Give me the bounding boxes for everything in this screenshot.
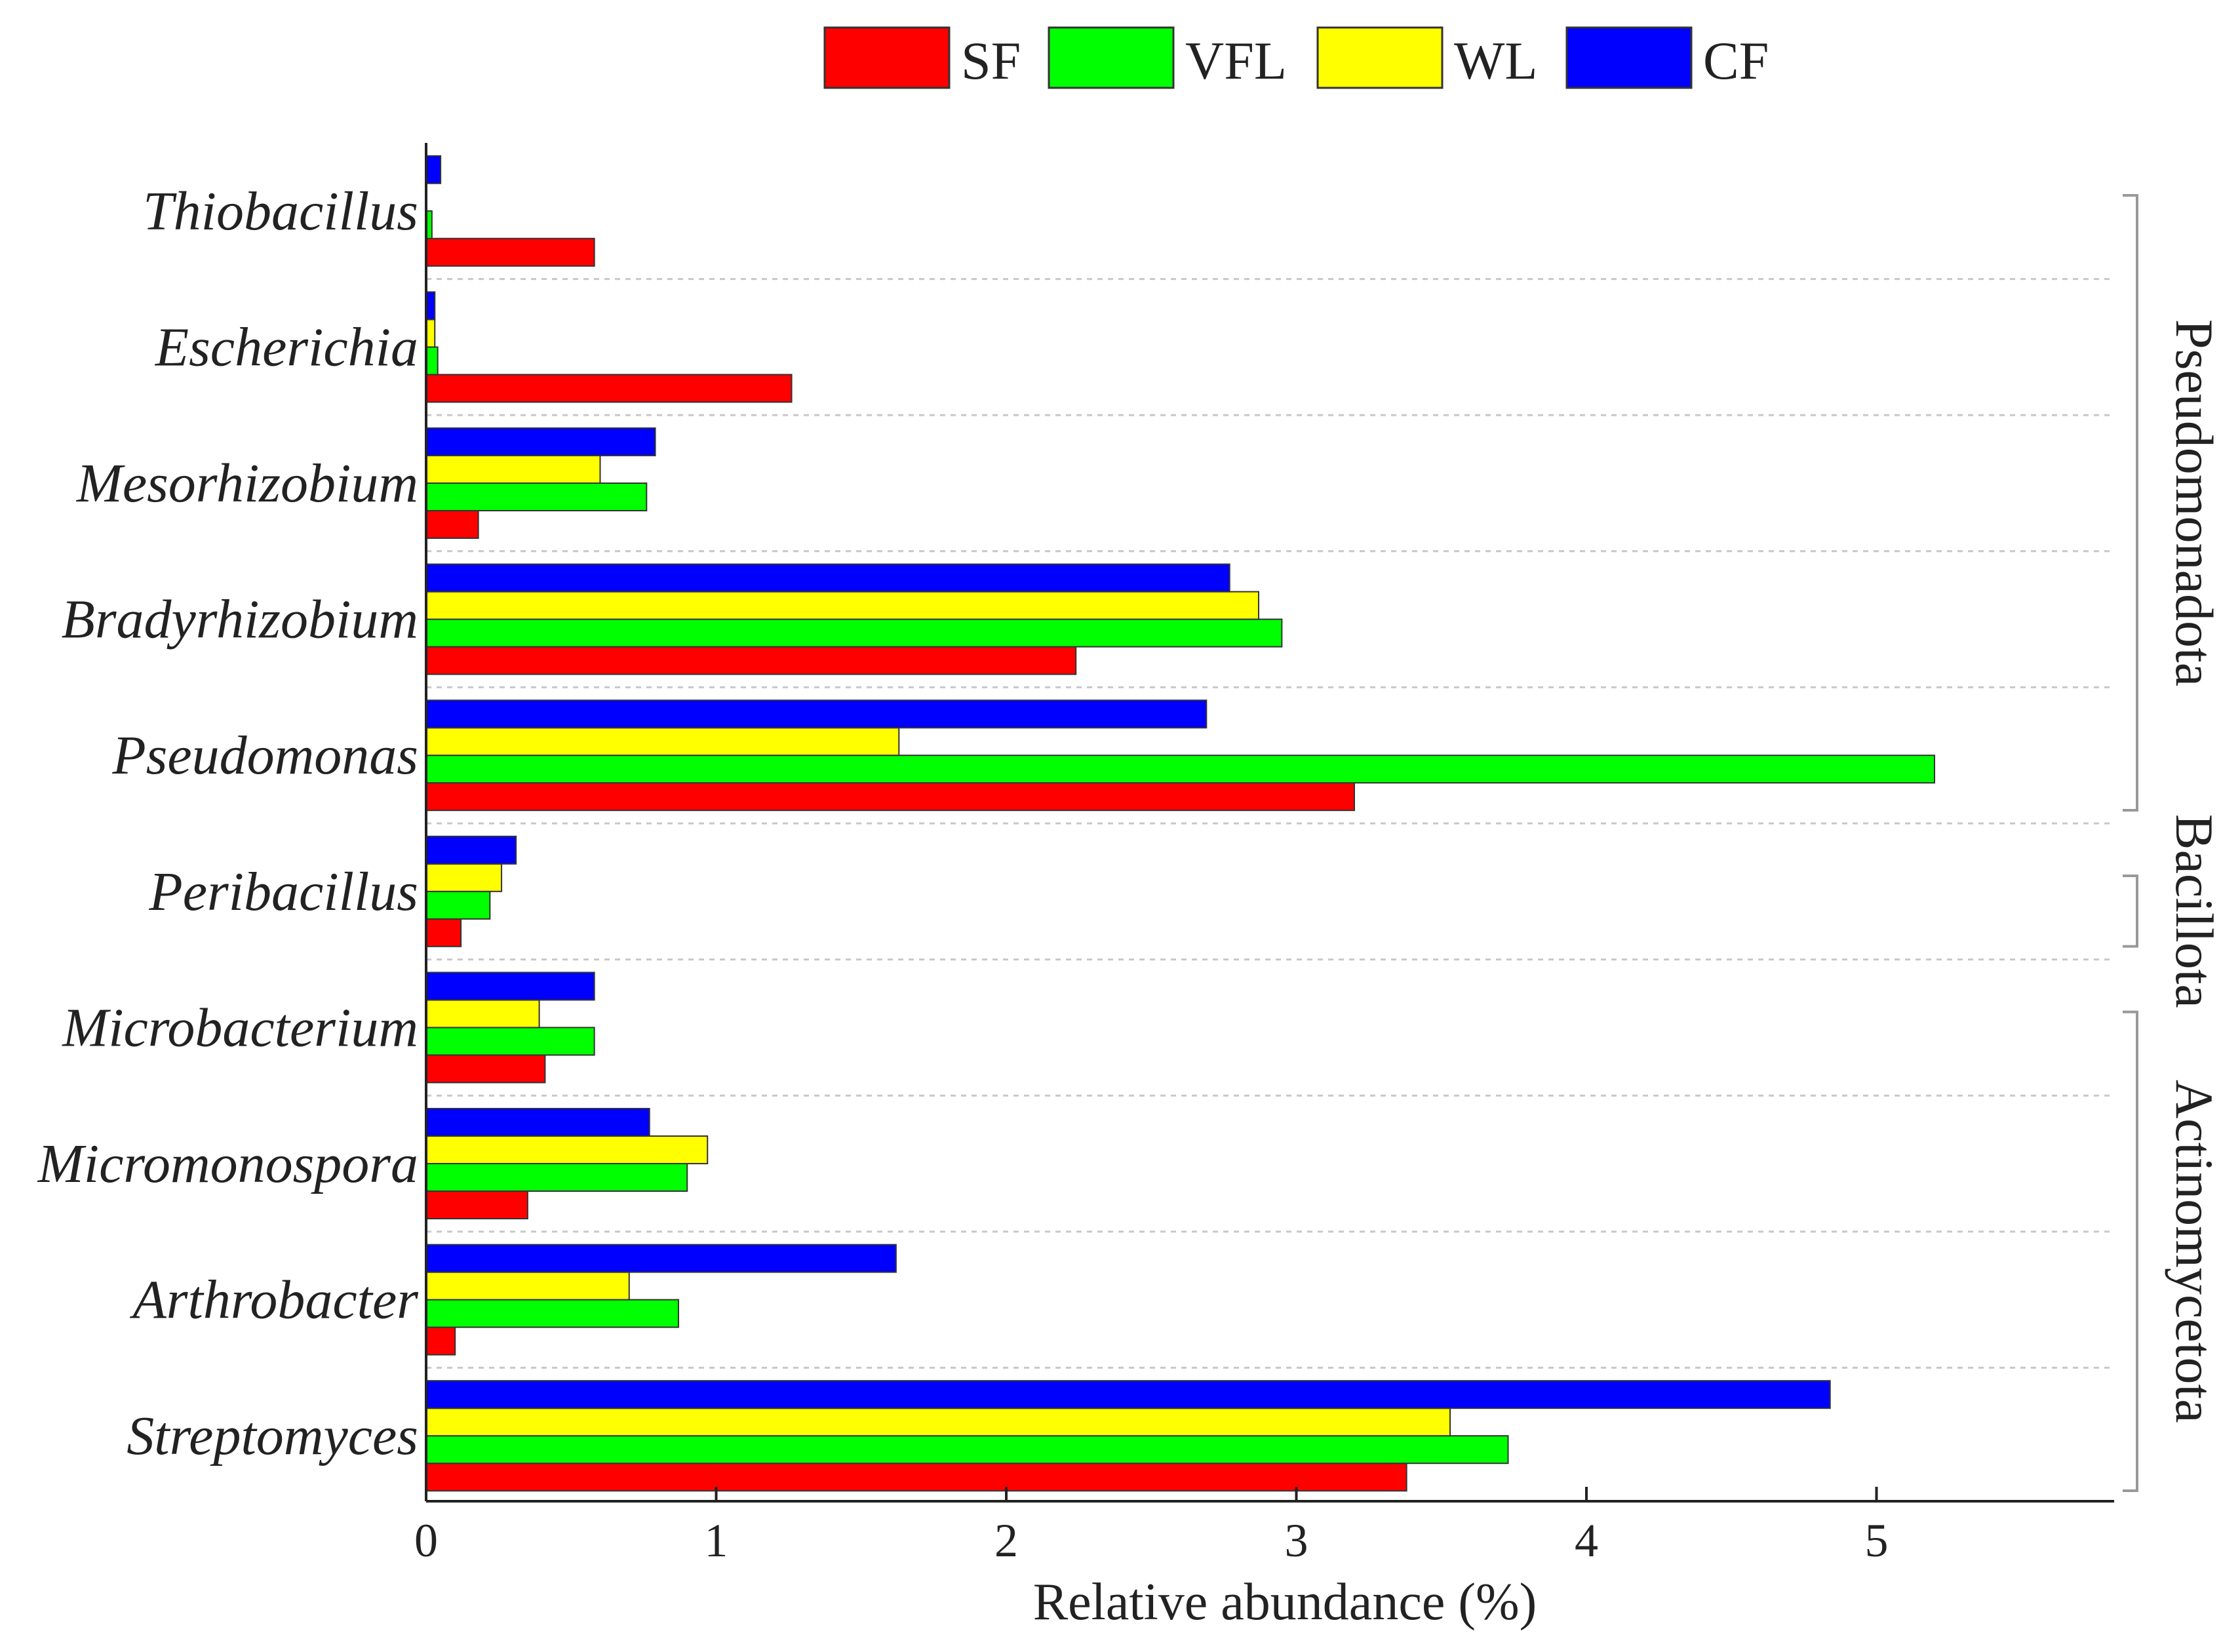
category-label: Peribacillus xyxy=(148,861,418,922)
grid-layer xyxy=(426,278,2114,1369)
bar-cf-pseudomonas: CF — Pseudomonas: 2.69% xyxy=(425,699,1208,729)
bar-wl-mesorhizobium: WL — Mesorhizobium: 0.6% xyxy=(425,455,601,484)
bar-sf-streptomyces: SF — Streptomyces: 3.38% xyxy=(425,1463,1407,1492)
bar-cf-peribacillus: CF — Peribacillus: 0.31% xyxy=(425,835,517,865)
bar-sf-bradyrhizobium: SF — Bradyrhizobium: 2.24% xyxy=(425,646,1077,675)
bar-wl-microbacterium: WL — Microbacterium: 0.39% xyxy=(425,999,540,1029)
phylum-groups-layer: Pseudomonadota Bacillota Actinomycetota xyxy=(2123,194,2224,1492)
phylum-label: Actinomycetota xyxy=(2165,1080,2224,1423)
axes-layer: 0 1 2 3 4 5 Relative abundance (%) xyxy=(414,143,2114,1631)
bar-sf-thiobacillus: SF — Thiobacillus: 0.58% xyxy=(425,237,595,267)
legend-swatch-wl xyxy=(1316,26,1444,89)
legend-label-cf: CF xyxy=(1703,31,1769,90)
bar-sf-micromonospora: SF — Micromonospora: 0.35% xyxy=(425,1190,528,1219)
bar-wl-peribacillus: WL — Peribacillus: 0.26% xyxy=(425,863,503,892)
bar-sf-escherichia: SF — Escherichia: 1.26% xyxy=(425,374,793,403)
bar-cf-microbacterium: CF — Microbacterium: 0.58% xyxy=(425,972,595,1001)
phylum-bracket xyxy=(2123,1010,2138,1492)
bar-sf-pseudomonas: SF — Pseudomonas: 3.2% xyxy=(425,782,1355,812)
phylum-bracket xyxy=(2123,194,2138,812)
bar-cf-streptomyces: CF — Streptomyces: 4.84% xyxy=(425,1380,1831,1409)
legend: SF VFL WL CF xyxy=(823,26,1769,90)
category-label: Mesorhizobium xyxy=(76,453,418,514)
x-tick-label: 2 xyxy=(994,1514,1018,1567)
legend-swatch-cf xyxy=(1565,26,1693,89)
bar-vfl-peribacillus: VFL — Peribacillus: 0.22% xyxy=(425,890,491,920)
bar-cf-mesorhizobium: CF — Mesorhizobium: 0.79% xyxy=(425,427,656,456)
bar-vfl-bradyrhizobium: VFL — Bradyrhizobium: 2.95% xyxy=(425,618,1283,648)
bar-cf-bradyrhizobium: CF — Bradyrhizobium: 2.77% xyxy=(425,563,1230,593)
legend-label-vfl: VFL xyxy=(1185,31,1287,90)
bar-vfl-microbacterium: VFL — Microbacterium: 0.58% xyxy=(425,1027,595,1056)
bar-vfl-micromonospora: VFL — Micromonospora: 0.9% xyxy=(425,1163,688,1192)
bar-vfl-streptomyces: VFL — Streptomyces: 3.73% xyxy=(425,1435,1509,1465)
category-label: Streptomyces xyxy=(127,1406,418,1466)
x-axis-title: Relative abundance (%) xyxy=(1033,1573,1537,1631)
x-tick-label: 1 xyxy=(705,1514,728,1567)
phylum-label: Pseudomonadota xyxy=(2165,319,2224,686)
category-label: Arthrobacter xyxy=(129,1270,418,1331)
category-label: Escherichia xyxy=(155,317,418,378)
legend-label-wl: WL xyxy=(1454,31,1537,90)
category-labels-layer: Thiobacillus Escherichia Mesorhizobium Brad… xyxy=(37,181,419,1466)
x-tick-label: 5 xyxy=(1865,1514,1889,1567)
legend-swatch-sf xyxy=(823,26,951,89)
category-label: Thiobacillus xyxy=(143,181,418,242)
phylum-bracket xyxy=(2123,875,2138,948)
bar-wl-micromonospora: WL — Micromonospora: 0.97% xyxy=(425,1135,709,1164)
bar-sf-mesorhizobium: SF — Mesorhizobium: 0.18% xyxy=(425,510,479,539)
bar-vfl-arthrobacter: VFL — Arthrobacter: 0.87% xyxy=(425,1299,679,1328)
bar-cf-thiobacillus: CF — Thiobacillus: 0.05% xyxy=(425,155,442,184)
phylum-label: Bacillota xyxy=(2165,814,2224,1008)
category-label: Microbacterium xyxy=(62,997,418,1058)
bar-wl-streptomyces: WL — Streptomyces: 3.53% xyxy=(425,1407,1451,1437)
x-tick-label: 0 xyxy=(414,1514,438,1567)
category-label: Micromonospora xyxy=(37,1133,418,1194)
legend-swatch-vfl xyxy=(1048,26,1175,89)
bar-sf-arthrobacter: SF — Arthrobacter: 0.1% xyxy=(425,1326,456,1356)
bar-vfl-mesorhizobium: VFL — Mesorhizobium: 0.76% xyxy=(425,482,648,511)
bar-wl-bradyrhizobium: WL — Bradyrhizobium: 2.87% xyxy=(425,591,1259,620)
bar-vfl-escherichia: VFL — Escherichia: 0.04% xyxy=(425,346,439,376)
bar-cf-arthrobacter: CF — Arthrobacter: 1.62% xyxy=(425,1244,897,1273)
bar-wl-arthrobacter: WL — Arthrobacter: 0.7% xyxy=(425,1271,630,1301)
bar-sf-peribacillus: SF — Peribacillus: 0.12% xyxy=(425,918,462,947)
legend-label-sf: SF xyxy=(961,31,1021,90)
bar-cf-micromonospora: CF — Micromonospora: 0.77% xyxy=(425,1108,650,1137)
bar-wl-pseudomonas: WL — Pseudomonas: 1.63% xyxy=(425,727,900,757)
x-tick-label: 4 xyxy=(1575,1514,1598,1567)
category-label: Pseudomonas xyxy=(111,725,418,786)
bar-sf-microbacterium: SF — Microbacterium: 0.41% xyxy=(425,1054,546,1084)
bar-vfl-pseudomonas: VFL — Pseudomonas: 5.2% xyxy=(425,755,1935,784)
category-label: Bradyrhizobium xyxy=(62,589,418,650)
x-tick-label: 3 xyxy=(1285,1514,1308,1567)
